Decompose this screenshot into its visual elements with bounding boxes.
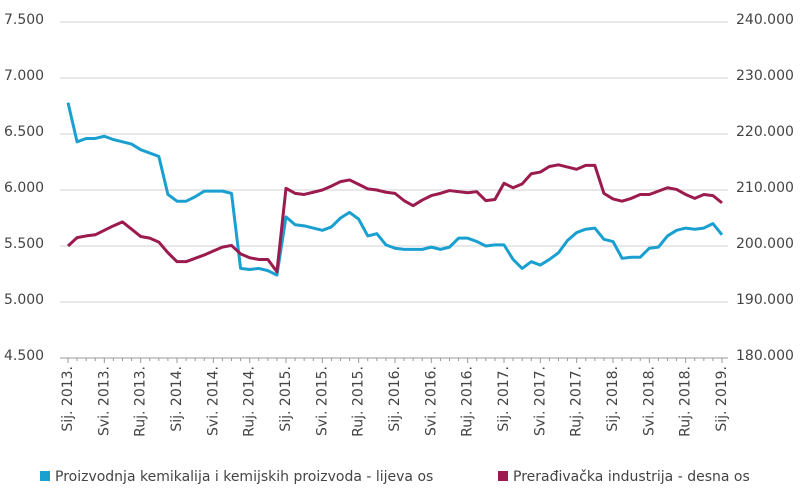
series-line (66, 163, 723, 274)
y-tick-label: 7.500 (4, 12, 44, 28)
x-tick-label: Sij. 2013. (60, 366, 76, 432)
x-tick-label: Svi. 2016. (423, 366, 439, 436)
x-tick-label: Sij. 2018. (605, 366, 621, 432)
y2-tick-label: 200.000 (736, 236, 794, 252)
x-tick-label: Sij. 2017. (496, 366, 512, 432)
x-tick-label: Sij. 2019. (714, 366, 730, 432)
x-tick-label: Ruj. 2016. (460, 366, 476, 437)
x-tick-label: Sij. 2016. (387, 366, 403, 432)
y2-tick-label: 230.000 (736, 68, 794, 84)
y-tick-label: 6.500 (4, 124, 44, 140)
y2-tick-label: 180.000 (736, 348, 794, 364)
y2-tick-label: 220.000 (736, 124, 794, 140)
y-tick-label: 7.000 (4, 68, 44, 84)
y2-tick-label: 190.000 (736, 292, 794, 308)
x-tick-label: Sij. 2014. (169, 366, 185, 432)
x-tick-label: Svi. 2014. (205, 366, 221, 436)
x-tick-label: Svi. 2013. (96, 366, 112, 436)
series-line (66, 102, 724, 277)
y-tick-label: 4.500 (4, 348, 44, 364)
y2-tick-label: 240.000 (736, 12, 794, 28)
x-tick-label: Ruj. 2015. (351, 366, 367, 437)
x-tick-label: Ruj. 2013. (133, 366, 149, 437)
x-tick-label: Sij. 2015. (278, 366, 294, 432)
x-tick-label: Svi. 2018. (641, 366, 657, 436)
x-tick-label: Ruj. 2018. (678, 366, 694, 437)
y2-tick-label: 210.000 (736, 180, 794, 196)
x-tick-label: Ruj. 2014. (242, 366, 258, 437)
y-tick-label: 6.000 (4, 180, 44, 196)
x-tick-label: Svi. 2017. (532, 366, 548, 436)
y-tick-label: 5.000 (4, 292, 44, 308)
legend-label: Prerađivačka industrija - desna os (513, 469, 750, 485)
legend-label: Proizvodnja kemikalija i kemijskih proiz… (55, 469, 433, 485)
legend-swatch (40, 471, 50, 481)
y-tick-label: 5.500 (4, 236, 44, 252)
legend-swatch (498, 471, 508, 481)
x-tick-label: Svi. 2015. (314, 366, 330, 436)
x-tick-label: Ruj. 2017. (569, 366, 585, 437)
